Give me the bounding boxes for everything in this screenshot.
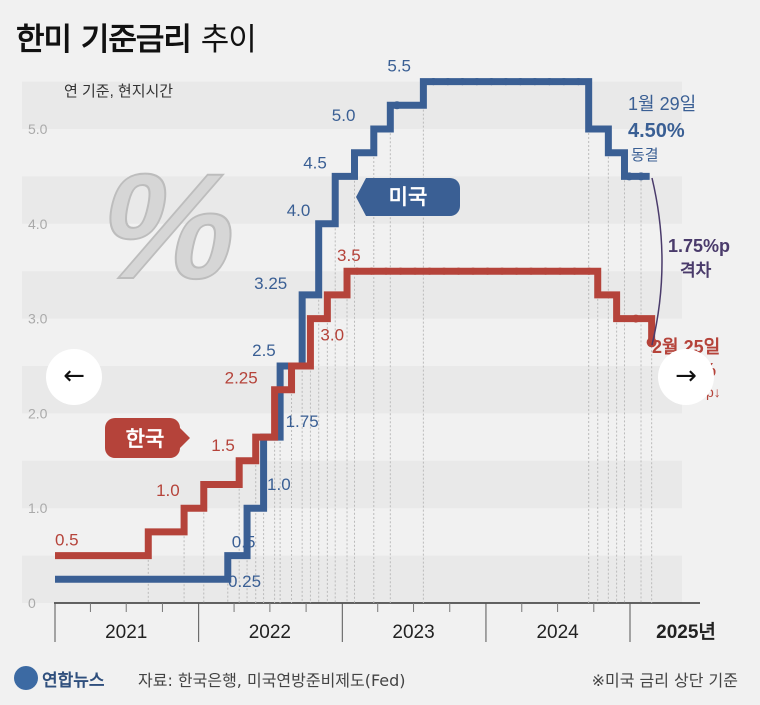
logo-text: 연합뉴스 xyxy=(42,671,105,691)
us-rate-line xyxy=(55,78,650,583)
y-tick-label: 5.0 xyxy=(28,121,48,137)
us-rate-label: 5.5 xyxy=(387,57,411,76)
x-tick-label: 2021 xyxy=(105,622,147,643)
us-series-tag xyxy=(356,178,460,216)
us-date-label: 1월 29일 xyxy=(628,94,696,114)
us-hold-dot xyxy=(560,78,568,86)
gap-label: 격차 xyxy=(680,261,712,280)
korea-hold-dot xyxy=(353,267,361,275)
us-hold-dot xyxy=(444,78,452,86)
korea-hold-dot xyxy=(498,267,506,275)
y-tick-label: 2.0 xyxy=(28,405,48,421)
korea-series-tag xyxy=(105,418,190,458)
us-hold-dot xyxy=(531,78,539,86)
korea-hold-dot xyxy=(570,267,579,275)
x-tick-label: 2022 xyxy=(249,622,291,643)
korea-rate-label: 1.0 xyxy=(156,481,180,500)
korea-series-label: 한국 xyxy=(126,428,165,451)
us-hold-dot xyxy=(393,101,402,110)
us-hold-dot xyxy=(429,78,437,86)
korea-hold-dot xyxy=(396,267,405,275)
us-series-label: 미국 xyxy=(389,186,428,209)
us-rate-label: 4.0 xyxy=(287,201,311,220)
us-hold-dot xyxy=(637,172,646,181)
x-tick-label: 2024 xyxy=(536,622,579,643)
us-hold-dot xyxy=(625,172,634,181)
footer: 연합뉴스 자료: 한국은행, 미국연방준비제도(Fed) ※미국 금리 상단 기… xyxy=(0,652,760,705)
korea-hold-dot xyxy=(469,267,477,275)
next-arrow-button[interactable]: → xyxy=(658,349,714,405)
us-hold-dot xyxy=(516,78,524,86)
y-tick-label: 3.0 xyxy=(28,311,48,327)
grid-band xyxy=(22,176,682,224)
source-text: 자료: 한국은행, 미국연방준비제도(Fed) xyxy=(138,671,406,690)
grid-band xyxy=(22,271,682,319)
korea-rate-label: 1.5 xyxy=(211,436,235,455)
korea-rate-label: 3.5 xyxy=(337,246,361,265)
us-hold-dot xyxy=(458,78,466,86)
y-tick-label: 0 xyxy=(28,595,36,611)
arrow-right-icon: → xyxy=(675,361,697,391)
korea-date-label: 2월 25일 xyxy=(652,337,720,357)
gap-bracket xyxy=(651,177,663,346)
korea-rate-label: 0.5 xyxy=(55,531,79,550)
grid-band xyxy=(22,81,682,129)
korea-hold-dot xyxy=(454,267,463,275)
x-tick-label: 2023 xyxy=(392,622,434,643)
us-hold-dot xyxy=(487,78,495,86)
korea-hold-dot xyxy=(382,267,390,275)
korea-hold-dot xyxy=(527,267,535,275)
y-tick-label: 4.0 xyxy=(28,216,48,232)
us-hold-dot xyxy=(473,78,481,86)
us-status-label: 동결 xyxy=(631,147,659,164)
y-tick-label: 1.0 xyxy=(28,500,48,516)
x-tick-label: 2025년 xyxy=(656,621,716,643)
us-rate-label: 5.0 xyxy=(332,106,356,125)
footnote-text: ※미국 금리 상단 기준 xyxy=(591,671,738,690)
korea-rate-label: 2.25 xyxy=(225,369,258,388)
arrow-left-icon: ← xyxy=(63,361,85,391)
korea-hold-dot xyxy=(411,267,419,275)
us-rate-label: 1.0 xyxy=(267,475,291,494)
korea-hold-dot xyxy=(367,267,376,275)
prev-arrow-button[interactable]: ← xyxy=(46,349,102,405)
us-rate-value: 4.50% xyxy=(628,120,685,142)
korea-hold-dot xyxy=(425,267,434,275)
korea-hold-dot xyxy=(631,314,640,323)
yonhap-logo-icon xyxy=(14,666,38,690)
korea-hold-dot xyxy=(483,267,492,275)
korea-hold-dot xyxy=(585,267,593,275)
korea-hold-dot xyxy=(541,267,550,275)
page-title: 한미 기준금리 추이 xyxy=(16,22,257,58)
us-rate-label: 1.75 xyxy=(286,412,319,431)
grid-band xyxy=(22,460,682,509)
us-rate-label: 0.5 xyxy=(232,533,256,552)
gap-value: 1.75%p xyxy=(668,236,730,256)
us-rate-label: 2.5 xyxy=(252,341,276,360)
korea-hold-dot xyxy=(556,267,564,275)
korea-rate-line xyxy=(55,267,656,560)
grid-band xyxy=(22,366,682,414)
korea-hold-dot xyxy=(512,267,521,275)
us-hold-dot xyxy=(502,78,510,86)
us-hold-dot xyxy=(545,78,553,86)
us-rate-label: 0.25 xyxy=(228,572,261,591)
korea-latest-dot xyxy=(646,337,657,348)
korea-hold-dot xyxy=(440,267,448,275)
us-hold-dot xyxy=(574,78,582,86)
us-rate-label: 3.25 xyxy=(254,274,287,293)
us-rate-label: 4.5 xyxy=(303,153,327,172)
korea-rate-label: 3.0 xyxy=(320,326,344,345)
chart-subtitle: 연 기준, 현지시간 xyxy=(64,83,173,100)
